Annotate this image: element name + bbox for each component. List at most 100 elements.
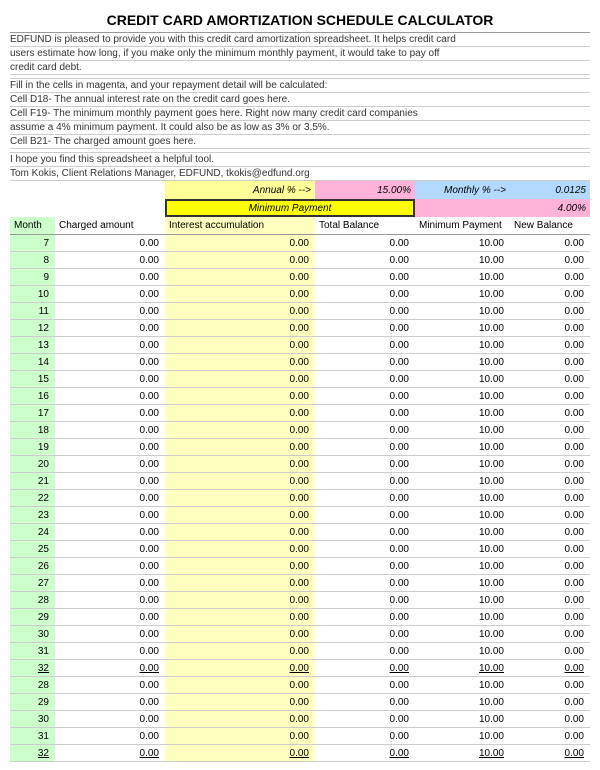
cell-minpay: 10.00 bbox=[415, 609, 510, 625]
cell-interest: 0.00 bbox=[165, 745, 315, 761]
cell-newbal: 0.00 bbox=[510, 609, 590, 625]
cell-charged[interactable]: 0.00 bbox=[55, 507, 165, 523]
table-row: 70.000.000.0010.000.00 bbox=[10, 235, 590, 252]
cell-minpay: 10.00 bbox=[415, 711, 510, 727]
cell-newbal: 0.00 bbox=[510, 286, 590, 302]
cell-interest: 0.00 bbox=[165, 609, 315, 625]
cell-charged[interactable]: 0.00 bbox=[55, 728, 165, 744]
cell-newbal: 0.00 bbox=[510, 660, 590, 676]
cell-charged[interactable]: 0.00 bbox=[55, 320, 165, 336]
cell-charged[interactable]: 0.00 bbox=[55, 286, 165, 302]
cell-charged[interactable]: 0.00 bbox=[55, 235, 165, 251]
cell-total: 0.00 bbox=[315, 677, 415, 693]
cell-month: 22 bbox=[10, 490, 55, 506]
cell-newbal: 0.00 bbox=[510, 422, 590, 438]
cell-charged[interactable]: 0.00 bbox=[55, 337, 165, 353]
cell-interest: 0.00 bbox=[165, 405, 315, 421]
cell-charged[interactable]: 0.00 bbox=[55, 694, 165, 710]
cell-charged[interactable]: 0.00 bbox=[55, 354, 165, 370]
instruction-text: Fill in the cells in magenta, and your r… bbox=[10, 79, 590, 93]
cell-minpay: 10.00 bbox=[415, 660, 510, 676]
cell-charged[interactable]: 0.00 bbox=[55, 643, 165, 659]
table-row: 280.000.000.0010.000.00 bbox=[10, 592, 590, 609]
cell-total: 0.00 bbox=[315, 405, 415, 421]
table-row: 130.000.000.0010.000.00 bbox=[10, 337, 590, 354]
cell-month: 23 bbox=[10, 507, 55, 523]
min-payment-label: Minimum Payment bbox=[165, 199, 415, 217]
cell-month: 15 bbox=[10, 371, 55, 387]
cell-month: 11 bbox=[10, 303, 55, 319]
cell-minpay: 10.00 bbox=[415, 388, 510, 404]
cell-interest: 0.00 bbox=[165, 660, 315, 676]
cell-interest: 0.00 bbox=[165, 337, 315, 353]
annual-rate-value[interactable]: 15.00% bbox=[315, 181, 415, 199]
table-row: 280.000.000.0010.000.00 bbox=[10, 677, 590, 694]
cell-charged[interactable]: 0.00 bbox=[55, 405, 165, 421]
cell-minpay: 10.00 bbox=[415, 371, 510, 387]
cell-charged[interactable]: 0.00 bbox=[55, 541, 165, 557]
cell-minpay: 10.00 bbox=[415, 507, 510, 523]
cell-charged[interactable]: 0.00 bbox=[55, 422, 165, 438]
table-row: 320.000.000.0010.000.00 bbox=[10, 660, 590, 677]
cell-charged[interactable]: 0.00 bbox=[55, 473, 165, 489]
cell-charged[interactable]: 0.00 bbox=[55, 252, 165, 268]
cell-minpay: 10.00 bbox=[415, 524, 510, 540]
cell-month: 7 bbox=[10, 235, 55, 251]
cell-charged[interactable]: 0.00 bbox=[55, 711, 165, 727]
cell-interest: 0.00 bbox=[165, 626, 315, 642]
cell-charged[interactable]: 0.00 bbox=[55, 575, 165, 591]
cell-total: 0.00 bbox=[315, 388, 415, 404]
cell-charged[interactable]: 0.00 bbox=[55, 626, 165, 642]
cell-interest: 0.00 bbox=[165, 388, 315, 404]
header-minpay: Minimum Payment bbox=[415, 217, 510, 234]
cell-minpay: 10.00 bbox=[415, 473, 510, 489]
cell-total: 0.00 bbox=[315, 745, 415, 761]
cell-minpay: 10.00 bbox=[415, 252, 510, 268]
table-row: 190.000.000.0010.000.00 bbox=[10, 439, 590, 456]
cell-total: 0.00 bbox=[315, 660, 415, 676]
cell-month: 17 bbox=[10, 405, 55, 421]
cell-total: 0.00 bbox=[315, 320, 415, 336]
cell-charged[interactable]: 0.00 bbox=[55, 371, 165, 387]
cell-month: 31 bbox=[10, 728, 55, 744]
annual-rate-label: Annual % --> bbox=[165, 181, 315, 199]
cell-charged[interactable]: 0.00 bbox=[55, 490, 165, 506]
intro-block: EDFUND is pleased to provide you with th… bbox=[10, 33, 590, 75]
min-payment-value[interactable]: 4.00% bbox=[415, 199, 590, 217]
cell-charged[interactable]: 0.00 bbox=[55, 524, 165, 540]
cell-charged[interactable]: 0.00 bbox=[55, 660, 165, 676]
cell-interest: 0.00 bbox=[165, 354, 315, 370]
cell-charged[interactable]: 0.00 bbox=[55, 558, 165, 574]
cell-minpay: 10.00 bbox=[415, 677, 510, 693]
header-charged: Charged amount bbox=[55, 217, 165, 234]
cell-charged[interactable]: 0.00 bbox=[55, 745, 165, 761]
instruction-text: Cell B21- The charged amount goes here. bbox=[10, 135, 590, 149]
cell-charged[interactable]: 0.00 bbox=[55, 609, 165, 625]
cell-interest: 0.00 bbox=[165, 524, 315, 540]
cell-total: 0.00 bbox=[315, 490, 415, 506]
table-row: 290.000.000.0010.000.00 bbox=[10, 609, 590, 626]
cell-charged[interactable]: 0.00 bbox=[55, 269, 165, 285]
cell-newbal: 0.00 bbox=[510, 524, 590, 540]
cell-interest: 0.00 bbox=[165, 711, 315, 727]
cell-minpay: 10.00 bbox=[415, 422, 510, 438]
cell-interest: 0.00 bbox=[165, 439, 315, 455]
cell-interest: 0.00 bbox=[165, 456, 315, 472]
table-row: 310.000.000.0010.000.00 bbox=[10, 728, 590, 745]
cell-interest: 0.00 bbox=[165, 235, 315, 251]
instructions-block: Fill in the cells in magenta, and your r… bbox=[10, 79, 590, 149]
table-row: 100.000.000.0010.000.00 bbox=[10, 286, 590, 303]
cell-charged[interactable]: 0.00 bbox=[55, 456, 165, 472]
cell-charged[interactable]: 0.00 bbox=[55, 388, 165, 404]
cell-charged[interactable]: 0.00 bbox=[55, 303, 165, 319]
cell-month: 19 bbox=[10, 439, 55, 455]
cell-month: 18 bbox=[10, 422, 55, 438]
cell-charged[interactable]: 0.00 bbox=[55, 677, 165, 693]
cell-total: 0.00 bbox=[315, 728, 415, 744]
cell-newbal: 0.00 bbox=[510, 235, 590, 251]
cell-total: 0.00 bbox=[315, 456, 415, 472]
cell-charged[interactable]: 0.00 bbox=[55, 439, 165, 455]
header-newbal: New Balance bbox=[510, 217, 590, 234]
cell-charged[interactable]: 0.00 bbox=[55, 592, 165, 608]
cell-newbal: 0.00 bbox=[510, 269, 590, 285]
